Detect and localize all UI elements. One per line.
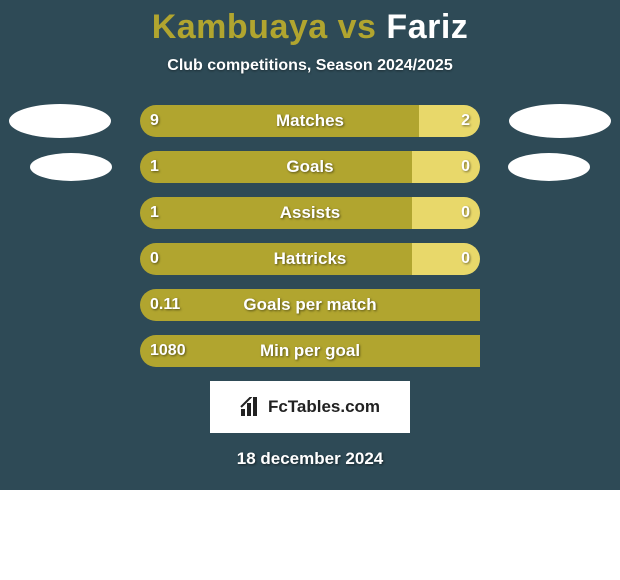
logo-badge: FcTables.com xyxy=(210,381,410,433)
bars-icon xyxy=(240,397,262,417)
bar-left xyxy=(140,243,412,275)
page-title: Kambuaya vs Fariz xyxy=(0,8,620,47)
logo-text: FcTables.com xyxy=(268,397,380,417)
stat-row: Min per goal1080 xyxy=(0,335,620,367)
stat-value-left: 1 xyxy=(150,151,159,183)
bar-track xyxy=(140,105,480,137)
stat-value-left: 0 xyxy=(150,243,159,275)
bar-track xyxy=(140,151,480,183)
bar-track xyxy=(140,335,480,367)
player-oval-left xyxy=(30,153,112,181)
bar-track xyxy=(140,243,480,275)
bar-left xyxy=(140,105,419,137)
stat-value-left: 0.11 xyxy=(150,289,180,321)
comparison-card: Kambuaya vs Fariz Club competitions, Sea… xyxy=(0,0,620,490)
stat-value-left: 9 xyxy=(150,105,159,137)
footer-date: 18 december 2024 xyxy=(0,449,620,469)
stat-value-right: 0 xyxy=(461,243,470,275)
bar-left xyxy=(140,151,412,183)
bar-left xyxy=(140,289,480,321)
stat-rows: Matches92Goals10Assists10Hattricks00Goal… xyxy=(0,105,620,367)
bar-track xyxy=(140,197,480,229)
title-player1: Kambuaya xyxy=(152,8,328,46)
stat-value-right: 0 xyxy=(461,197,470,229)
player-oval-right xyxy=(509,104,611,138)
stat-value-left: 1080 xyxy=(150,335,186,367)
stat-value-left: 1 xyxy=(150,197,159,229)
bar-left xyxy=(140,335,480,367)
stat-row: Matches92 xyxy=(0,105,620,137)
stat-value-right: 0 xyxy=(461,151,470,183)
player-oval-right xyxy=(508,153,590,181)
stat-value-right: 2 xyxy=(461,105,470,137)
stat-row: Assists10 xyxy=(0,197,620,229)
bar-left xyxy=(140,197,412,229)
stat-row: Goals per match0.11 xyxy=(0,289,620,321)
title-vs: vs xyxy=(338,8,377,46)
title-player2: Fariz xyxy=(386,8,468,46)
stat-row: Hattricks00 xyxy=(0,243,620,275)
stat-row: Goals10 xyxy=(0,151,620,183)
bar-track xyxy=(140,289,480,321)
player-oval-left xyxy=(9,104,111,138)
subtitle: Club competitions, Season 2024/2025 xyxy=(0,57,620,75)
